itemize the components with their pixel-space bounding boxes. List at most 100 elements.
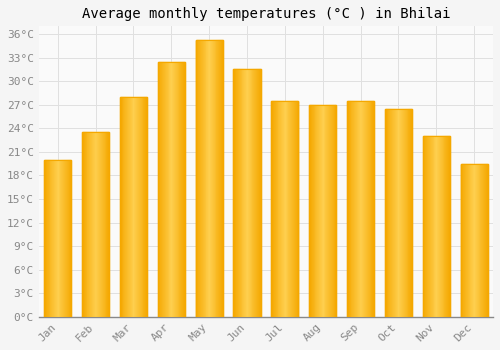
Bar — [365, 101, 366, 317]
Bar — [436, 136, 437, 317]
Bar — [158, 62, 185, 317]
Bar — [422, 136, 424, 317]
Bar — [324, 105, 326, 317]
Bar — [201, 40, 202, 317]
Bar — [391, 109, 392, 317]
Bar — [330, 105, 331, 317]
Bar — [463, 164, 464, 317]
Bar — [430, 136, 431, 317]
Bar — [204, 40, 206, 317]
Bar — [216, 40, 218, 317]
Bar — [349, 101, 350, 317]
Bar — [206, 40, 208, 317]
Bar — [354, 101, 355, 317]
Bar — [329, 105, 330, 317]
Bar — [82, 132, 109, 317]
Bar — [429, 136, 430, 317]
Bar — [242, 69, 244, 317]
Bar — [162, 62, 163, 317]
Bar — [218, 40, 219, 317]
Bar — [64, 160, 65, 317]
Bar — [83, 132, 84, 317]
Bar — [434, 136, 436, 317]
Bar — [247, 69, 248, 317]
Bar — [372, 101, 374, 317]
Bar — [460, 164, 488, 317]
Bar — [50, 160, 51, 317]
Bar — [68, 160, 70, 317]
Bar — [448, 136, 449, 317]
Bar — [174, 62, 175, 317]
Bar — [168, 62, 170, 317]
Bar — [198, 40, 199, 317]
Bar — [401, 109, 402, 317]
Bar — [478, 164, 480, 317]
Bar — [395, 109, 396, 317]
Bar — [411, 109, 412, 317]
Bar — [202, 40, 203, 317]
Bar — [246, 69, 247, 317]
Bar — [240, 69, 242, 317]
Bar — [271, 101, 272, 317]
Bar — [424, 136, 426, 317]
Bar — [309, 105, 336, 317]
Bar — [120, 97, 147, 317]
Bar — [467, 164, 468, 317]
Bar — [422, 136, 450, 317]
Bar — [222, 40, 223, 317]
Bar — [160, 62, 162, 317]
Bar — [483, 164, 484, 317]
Bar — [368, 101, 370, 317]
Bar — [320, 105, 321, 317]
Bar — [220, 40, 221, 317]
Bar — [284, 101, 285, 317]
Bar — [56, 160, 57, 317]
Bar — [352, 101, 354, 317]
Bar — [196, 40, 198, 317]
Bar — [142, 97, 144, 317]
Bar — [209, 40, 210, 317]
Bar — [321, 105, 322, 317]
Bar — [178, 62, 180, 317]
Bar — [440, 136, 441, 317]
Bar — [58, 160, 59, 317]
Bar — [57, 160, 58, 317]
Bar — [213, 40, 214, 317]
Bar — [427, 136, 428, 317]
Bar — [170, 62, 172, 317]
Bar — [53, 160, 54, 317]
Bar — [400, 109, 401, 317]
Bar — [438, 136, 439, 317]
Bar — [398, 109, 400, 317]
Bar — [237, 69, 238, 317]
Bar — [138, 97, 139, 317]
Bar — [46, 160, 47, 317]
Bar — [322, 105, 324, 317]
Bar — [158, 62, 185, 317]
Bar — [60, 160, 62, 317]
Bar — [273, 101, 274, 317]
Bar — [163, 62, 164, 317]
Bar — [208, 40, 209, 317]
Title: Average monthly temperatures (°C ) in Bhilai: Average monthly temperatures (°C ) in Bh… — [82, 7, 450, 21]
Bar — [348, 101, 349, 317]
Bar — [283, 101, 284, 317]
Bar — [390, 109, 391, 317]
Bar — [442, 136, 444, 317]
Bar — [447, 136, 448, 317]
Bar — [214, 40, 216, 317]
Bar — [326, 105, 328, 317]
Bar — [180, 62, 182, 317]
Bar — [476, 164, 477, 317]
Bar — [172, 62, 173, 317]
Bar — [139, 97, 140, 317]
Bar — [93, 132, 94, 317]
Bar — [136, 97, 137, 317]
Bar — [473, 164, 474, 317]
Bar — [128, 97, 129, 317]
Bar — [385, 109, 412, 317]
Bar — [54, 160, 55, 317]
Bar — [281, 101, 282, 317]
Bar — [465, 164, 466, 317]
Bar — [460, 164, 462, 317]
